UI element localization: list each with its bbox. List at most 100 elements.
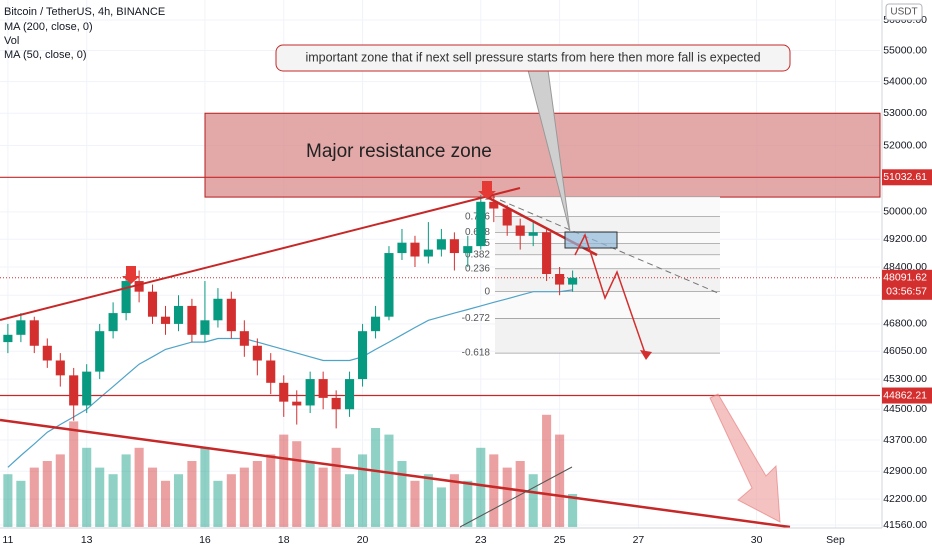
candle-body [187,305,197,335]
y-tick-label: 41560.00 [883,519,927,531]
indicator-label: Vol [4,35,19,47]
marker [478,181,496,199]
y-tick-label: 46050.00 [883,345,927,357]
candle-body [318,379,328,398]
volume-bar [305,461,315,527]
volume-bar [410,480,420,527]
candle-body [82,371,92,406]
trend-line [459,466,573,528]
fib-band [495,254,720,269]
last-price-label: 48091.62 [883,272,927,284]
candle-body [134,281,144,292]
fib-band [495,318,720,354]
zone-box [564,231,618,249]
y-tick-label: 46800.00 [883,318,927,330]
candle-body [542,232,552,275]
x-tick-label: 13 [81,534,93,546]
candle-body [476,201,486,247]
candle-body [502,208,512,226]
candle-body [397,242,407,254]
callout-text: important zone that if next sell pressur… [305,50,760,64]
fib-band [495,216,720,233]
y-tick-label: 42200.00 [883,493,927,505]
x-tick-label: 16 [199,534,211,546]
level-label: 44862.21 [883,389,927,401]
candle-body [331,397,341,410]
candle-body [200,320,210,335]
x-tick-label: 20 [357,534,369,546]
currency-badge [885,3,923,21]
candle-body [410,242,420,257]
candle-body [55,360,65,376]
volume-bar [463,480,473,527]
marker [122,266,140,284]
fib-label: -0.618 [462,348,491,359]
volume-bar [213,480,223,527]
candle-body [160,316,171,324]
candle-body [528,232,538,236]
volume-bar [200,447,210,527]
volume-bar [568,494,578,527]
candle-body [515,225,525,236]
candle-body [252,345,262,361]
volume-bar [292,441,302,527]
y-tick-label: 42900.00 [883,465,927,477]
level-badge [882,169,932,186]
volume-bar [318,467,328,527]
candle-body [384,253,394,317]
x-tick-label: Sep [826,534,845,546]
candle-body [292,401,302,406]
candle-body [29,320,39,346]
volume-bar [555,434,565,527]
volume-bar [476,447,486,527]
candle-body [449,239,459,254]
candle-body [266,360,276,383]
candle-body [147,291,158,317]
drawings: important zone that if next sell pressur… [0,44,791,529]
candle-body [489,201,499,209]
candle-body [108,313,118,332]
y-tick-label: 48400.00 [883,261,927,273]
candle-body [279,382,289,402]
volume-pane [3,414,578,527]
candle-body [173,305,184,324]
y-tick-label: 43700.00 [883,434,927,446]
y-tick-label: 49200.00 [883,233,927,245]
fib-label: 0 [484,286,490,297]
volume-bar [266,454,276,527]
candle-body [305,379,315,406]
y-tick-label: 52000.00 [883,139,927,151]
volume-bar [449,474,459,527]
candle-body [555,274,565,285]
volume-bar [42,461,52,527]
x-tick-label: 18 [278,534,290,546]
volume-bar [16,480,26,527]
x-tick-label: 27 [633,534,645,546]
candle-body [568,277,578,285]
candle-body [358,331,368,380]
volume-bar [55,454,65,527]
volume-bar [160,480,171,527]
zone-label: Major resistance zone [306,141,492,162]
candle-body [95,331,105,372]
y-tick-label: 55000.00 [883,44,927,56]
trend-line [0,418,791,529]
arrow-head [640,350,652,360]
chart-title: Bitcoin / TetherUS, 4h, BINANCE [4,6,165,18]
candle-body [42,345,52,361]
candle-body [463,246,473,254]
volume-bar [252,461,262,527]
x-tick-label: 23 [475,534,487,546]
y-tick-label: 54000.00 [883,75,927,87]
indicator-label: MA (50, close, 0) [4,49,87,61]
candle-body [69,375,79,406]
volume-bar [515,461,525,527]
volume-bar [502,467,512,527]
candle-body [436,239,446,250]
y-tick-label: 44500.00 [883,403,927,415]
volume-bar [95,467,105,527]
volume-bar [134,447,144,527]
projection-path [574,233,647,357]
